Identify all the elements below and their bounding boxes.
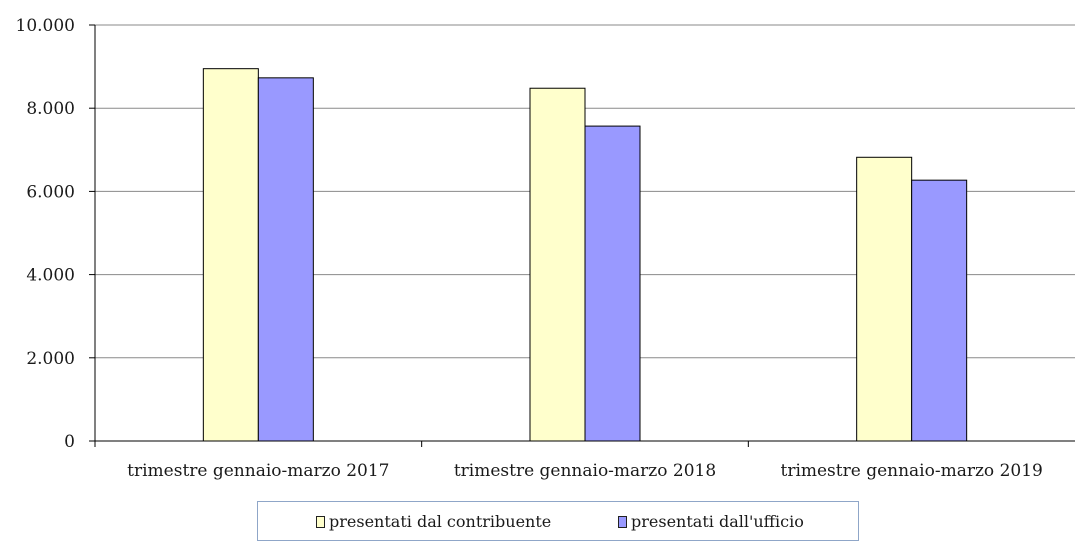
y-tick-label: 0 (64, 432, 75, 452)
x-tick-label: trimestre gennaio-marzo 2019 (780, 461, 1042, 481)
bar-ufficio (911, 179, 968, 442)
legend-label-contribuente: presentati dal contribuente (329, 512, 552, 531)
y-tick-label: 8.000 (26, 99, 75, 119)
bar-ufficio (257, 77, 314, 442)
bars (202, 68, 968, 442)
x-tick-label: trimestre gennaio-marzo 2017 (127, 461, 389, 481)
y-tick-label: 10.000 (16, 16, 75, 36)
bar-contribuente (202, 68, 259, 442)
axis-labels: 0 2.000 4.000 6.000 8.000 10.000 trimestre gen… (16, 16, 1043, 481)
legend-item-contribuente: presentati dal contribuente (316, 512, 551, 531)
y-tick-label: 6.000 (26, 182, 75, 202)
legend-swatch-ufficio (618, 515, 627, 528)
legend-label-ufficio: presentati dall'ufficio (631, 512, 804, 531)
bar-ufficio (584, 125, 641, 442)
bar-contribuente (529, 87, 586, 442)
bar-contribuente (856, 156, 913, 442)
legend-item-ufficio: presentati dall'ufficio (618, 512, 804, 531)
y-tick-label: 2.000 (26, 349, 75, 369)
legend: presentati dal contribuente presentati d… (257, 501, 859, 541)
legend-swatch-contribuente (316, 515, 325, 528)
x-tick-label: trimestre gennaio-marzo 2018 (454, 461, 716, 481)
y-tick-label: 4.000 (26, 266, 75, 286)
